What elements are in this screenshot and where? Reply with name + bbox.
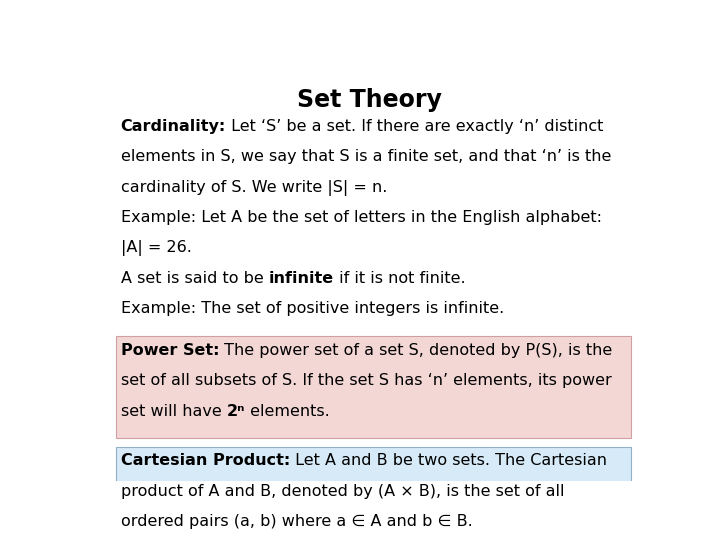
Text: Let ‘S’ be a set. If there are exactly ‘n’ distinct: Let ‘S’ be a set. If there are exactly ‘… xyxy=(226,119,603,134)
Text: |A| = 26.: |A| = 26. xyxy=(121,240,192,256)
Text: Power Set:: Power Set: xyxy=(121,343,219,358)
Text: set will have: set will have xyxy=(121,404,227,418)
FancyBboxPatch shape xyxy=(116,336,631,438)
Text: if it is not finite.: if it is not finite. xyxy=(333,271,465,286)
Text: Let A and B be two sets. The Cartesian: Let A and B be two sets. The Cartesian xyxy=(290,453,607,468)
Text: product of A and B, denoted by (A × B), is the set of all: product of A and B, denoted by (A × B), … xyxy=(121,483,564,498)
Text: A set is said to be: A set is said to be xyxy=(121,271,269,286)
Text: cardinality of S. We write |S| = n.: cardinality of S. We write |S| = n. xyxy=(121,180,387,195)
Text: infinite: infinite xyxy=(269,271,333,286)
Text: The power set of a set S, denoted by P(S), is the: The power set of a set S, denoted by P(S… xyxy=(219,343,613,358)
Text: Cartesian Product:: Cartesian Product: xyxy=(121,453,290,468)
Text: Example: The set of positive integers is infinite.: Example: The set of positive integers is… xyxy=(121,301,504,316)
Text: 2ⁿ: 2ⁿ xyxy=(227,404,245,418)
Text: elements in S, we say that S is a finite set, and that ‘n’ is the: elements in S, we say that S is a finite… xyxy=(121,149,611,164)
Text: elements.: elements. xyxy=(245,404,330,418)
Text: ordered pairs (a, b) where a ∈ A and b ∈ B.: ordered pairs (a, b) where a ∈ A and b ∈… xyxy=(121,514,472,529)
Text: Example: Let A be the set of letters in the English alphabet:: Example: Let A be the set of letters in … xyxy=(121,210,602,225)
Text: Cardinality:: Cardinality: xyxy=(121,119,226,134)
Text: Set Theory: Set Theory xyxy=(297,87,441,112)
FancyBboxPatch shape xyxy=(116,447,631,540)
Text: set of all subsets of S. If the set S has ‘n’ elements, its power: set of all subsets of S. If the set S ha… xyxy=(121,373,611,388)
